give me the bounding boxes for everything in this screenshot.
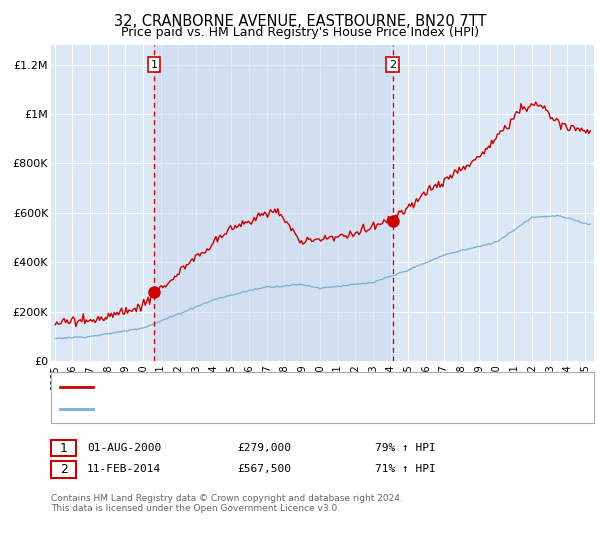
Text: 1: 1 bbox=[151, 59, 158, 69]
Bar bbox=[154, 45, 392, 361]
Text: 2: 2 bbox=[59, 463, 68, 476]
Text: 79% ↑ HPI: 79% ↑ HPI bbox=[375, 443, 436, 453]
Text: £567,500: £567,500 bbox=[237, 464, 291, 474]
Text: 32, CRANBORNE AVENUE, EASTBOURNE, BN20 7TT: 32, CRANBORNE AVENUE, EASTBOURNE, BN20 7… bbox=[114, 14, 486, 29]
Text: 2: 2 bbox=[389, 59, 396, 69]
Text: 11-FEB-2014: 11-FEB-2014 bbox=[87, 464, 161, 474]
Text: HPI: Average price, detached house, Eastbourne: HPI: Average price, detached house, East… bbox=[100, 404, 352, 414]
Text: Contains HM Land Registry data © Crown copyright and database right 2024.: Contains HM Land Registry data © Crown c… bbox=[51, 494, 403, 503]
Text: 01-AUG-2000: 01-AUG-2000 bbox=[87, 443, 161, 453]
Text: Price paid vs. HM Land Registry's House Price Index (HPI): Price paid vs. HM Land Registry's House … bbox=[121, 26, 479, 39]
Text: 71% ↑ HPI: 71% ↑ HPI bbox=[375, 464, 436, 474]
Text: This data is licensed under the Open Government Licence v3.0.: This data is licensed under the Open Gov… bbox=[51, 504, 340, 513]
Text: £279,000: £279,000 bbox=[237, 443, 291, 453]
Text: 32, CRANBORNE AVENUE, EASTBOURNE, BN20 7TT (detached house): 32, CRANBORNE AVENUE, EASTBOURNE, BN20 7… bbox=[100, 381, 460, 391]
Text: 1: 1 bbox=[59, 441, 68, 455]
